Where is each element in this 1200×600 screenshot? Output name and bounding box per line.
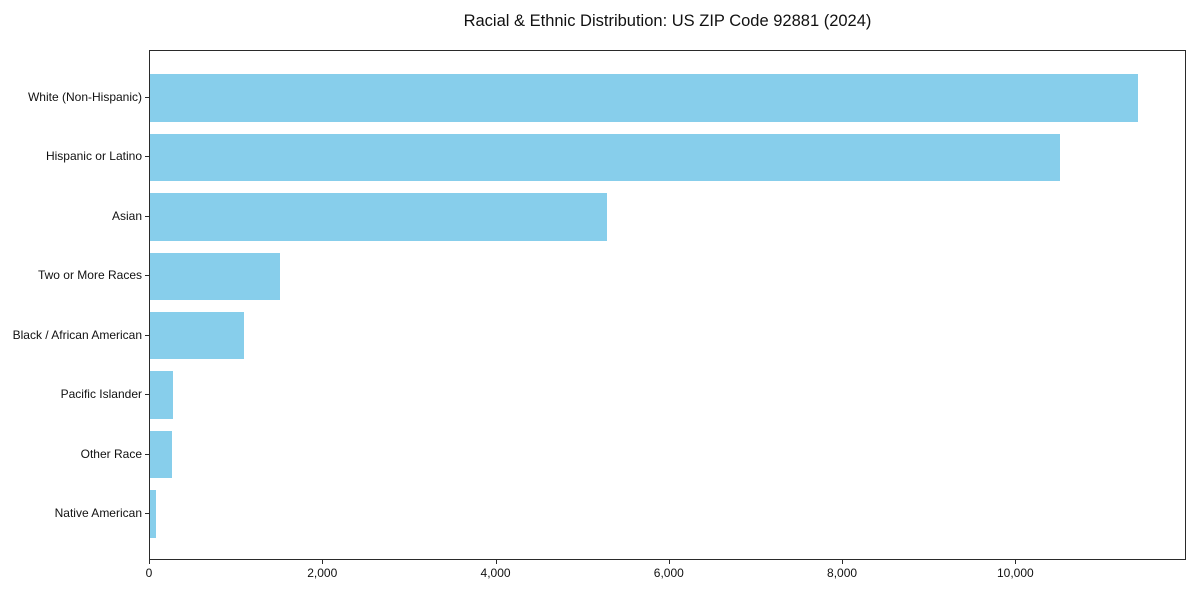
y-tick-label: Other Race	[80, 446, 142, 461]
y-tick-label: Pacific Islander	[60, 387, 142, 402]
x-tick-mark	[149, 560, 150, 564]
bar-other-race	[150, 430, 172, 479]
x-tick-label: 6,000	[653, 566, 684, 580]
y-tick-label: White (Non-Hispanic)	[27, 89, 142, 104]
y-tick-label: Black / African American	[12, 327, 142, 342]
x-tick-label: 8,000	[827, 566, 858, 580]
y-tick-mark	[145, 513, 149, 515]
y-tick-mark	[145, 453, 149, 455]
chart-title: Racial & Ethnic Distribution: US ZIP Cod…	[463, 12, 872, 30]
x-tick-label: 2,000	[307, 566, 338, 580]
x-tick-mark	[842, 560, 844, 564]
y-tick-label: Native American	[54, 506, 142, 521]
bar-black-african-american	[150, 311, 245, 360]
y-tick-mark	[145, 215, 149, 217]
x-tick-mark	[495, 560, 497, 564]
y-tick-mark	[145, 334, 149, 336]
y-tick-label: Hispanic or Latino	[45, 149, 142, 164]
x-tick-label: 10,000	[996, 566, 1034, 580]
x-tick-mark	[322, 560, 324, 564]
y-tick-mark	[145, 275, 149, 277]
y-tick-label: Two or More Races	[37, 268, 142, 283]
x-tick-mark	[1015, 560, 1017, 564]
x-tick-label: 0	[145, 566, 153, 580]
x-tick-label: 4,000	[480, 566, 511, 580]
bar-two-or-more-races	[150, 252, 280, 301]
y-tick-mark	[145, 394, 149, 396]
bar-hispanic-or-latino	[150, 133, 1060, 182]
bar-white-non-hispanic	[150, 74, 1138, 122]
y-tick-mark	[145, 96, 149, 98]
plot-area	[149, 50, 1186, 560]
bar-native-american	[150, 490, 156, 538]
bar-pacific-islander	[150, 371, 174, 419]
y-tick-label: Asian	[111, 208, 142, 223]
x-tick-mark	[668, 560, 670, 564]
bar-asian	[150, 193, 607, 241]
y-tick-mark	[145, 156, 149, 158]
